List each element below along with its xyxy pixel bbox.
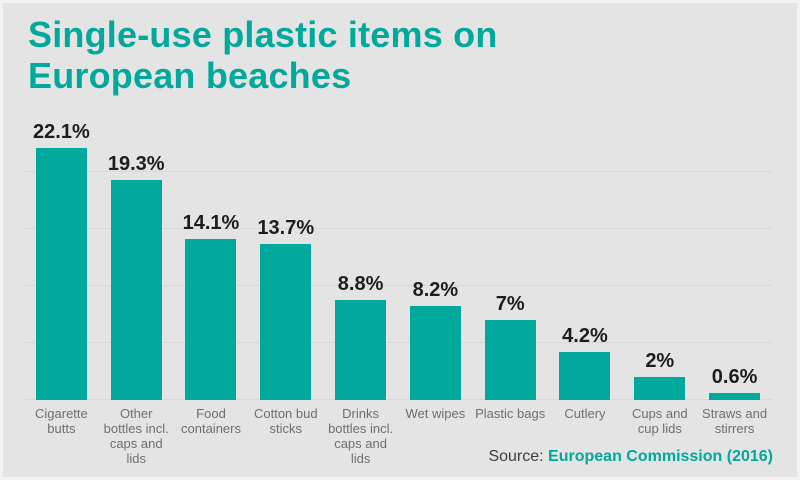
category-label: Straws and stirrers xyxy=(702,406,768,436)
category-labels: Cigarette butts Other bottles incl. caps … xyxy=(24,406,772,466)
bar-column: 19.3% xyxy=(99,153,174,400)
bar xyxy=(110,179,162,400)
category-label: Cutlery xyxy=(564,406,606,421)
source-prefix: Source: xyxy=(488,448,549,465)
bar-column: 0.6% xyxy=(697,366,772,400)
gridlines xyxy=(24,100,772,400)
page-title: Single-use plastic items on European bea… xyxy=(28,14,498,97)
bars-container: 22.1% 19.3% 14.1% 13.7% 8.8% 8.2% 7% 4.2% 2% 0.6% xyxy=(24,100,772,400)
category-label: Cotton bud sticks xyxy=(253,406,318,436)
value-label: 2% xyxy=(645,350,675,373)
value-label: 14.1% xyxy=(182,212,240,235)
bar-column: 8.2% xyxy=(398,279,473,400)
gridline-5 xyxy=(24,341,772,343)
value-label: 8.2% xyxy=(412,279,459,302)
source-name: European Commission (2016) xyxy=(548,448,773,465)
value-label: 8.8% xyxy=(337,272,384,295)
gridline-15 xyxy=(24,227,772,229)
bar-column: 13.7% xyxy=(248,217,323,400)
value-label: 7% xyxy=(495,293,525,316)
source-line: Source: European Commission (2016) xyxy=(488,448,773,466)
bar xyxy=(484,320,536,400)
bar-column: 7% xyxy=(473,293,548,400)
gridline-0 xyxy=(24,399,772,400)
bar-column: 8.8% xyxy=(323,273,398,400)
category-label: Wet wipes xyxy=(405,406,466,421)
value-label: 19.3% xyxy=(107,152,165,175)
bar xyxy=(335,299,387,400)
value-label: 13.7% xyxy=(257,216,315,239)
bar xyxy=(409,306,461,400)
bar xyxy=(260,243,312,400)
category-label: Cups and cup lids xyxy=(631,406,688,436)
bar-column: 14.1% xyxy=(174,212,249,400)
category-label: Other bottles incl. caps and lids xyxy=(103,406,169,466)
value-label: 0.6% xyxy=(711,366,758,389)
category-label: Plastic bags xyxy=(475,406,546,421)
bar xyxy=(634,377,686,400)
value-label: 4.2% xyxy=(562,325,608,348)
value-label: 22.1% xyxy=(33,120,90,143)
bar xyxy=(709,393,761,400)
bar xyxy=(559,352,611,400)
gridline-20 xyxy=(24,170,772,172)
bar-column: 22.1% xyxy=(24,121,99,400)
bar xyxy=(185,239,237,400)
gridline-10 xyxy=(24,284,772,286)
bar-chart: 22.1% 19.3% 14.1% 13.7% 8.8% 8.2% 7% 4.2% 2% 0.6% xyxy=(24,100,772,400)
category-label: Drinks bottles incl. caps and lids xyxy=(328,406,394,466)
bar-column: 2% xyxy=(622,350,697,400)
bar xyxy=(35,147,87,400)
category-label: Food containers xyxy=(181,406,241,436)
category-label: Cigarette butts xyxy=(35,406,88,436)
bar-column: 4.2% xyxy=(548,325,623,400)
